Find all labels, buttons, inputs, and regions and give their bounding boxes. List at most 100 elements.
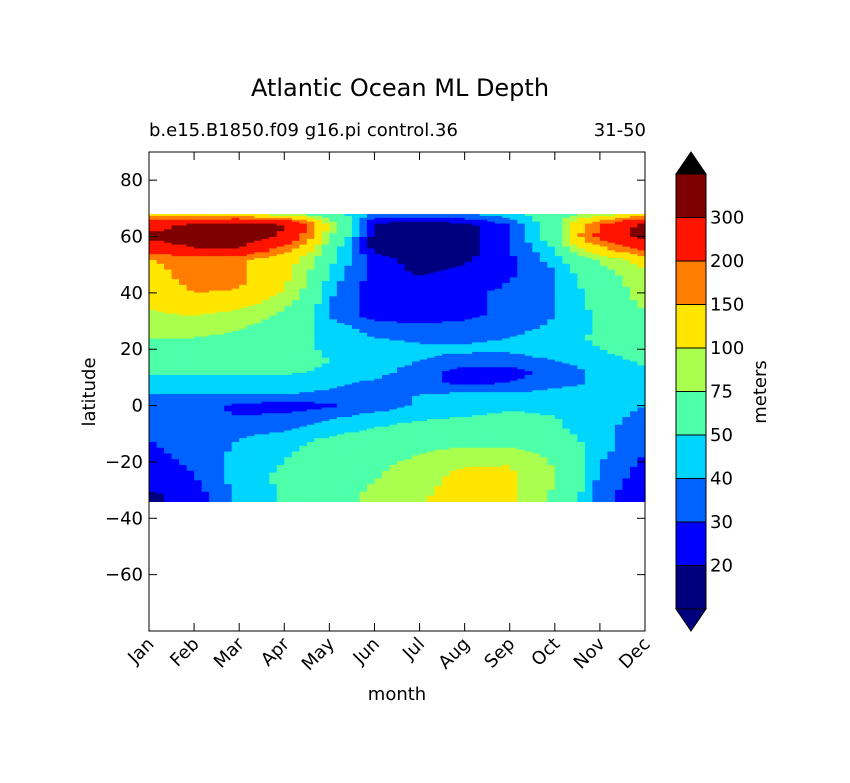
contour-cell xyxy=(472,242,481,246)
contour-cell xyxy=(194,252,203,255)
contour-cell xyxy=(397,217,406,221)
contour-cell xyxy=(314,229,323,232)
contour-cell xyxy=(314,217,323,221)
contour-cell xyxy=(179,213,188,217)
contour-cell xyxy=(314,242,323,246)
contour-cell xyxy=(592,227,601,230)
contour-cell xyxy=(389,250,398,253)
contour-cell xyxy=(442,221,451,225)
contour-cell xyxy=(306,217,315,221)
contour-cell xyxy=(156,242,165,246)
contour-cell xyxy=(584,244,593,248)
contour-cell xyxy=(194,242,203,246)
contour-cell xyxy=(306,231,315,234)
contour-cell xyxy=(186,217,195,221)
contour-cell xyxy=(216,227,225,230)
contour-cell xyxy=(599,233,609,236)
contour-cell xyxy=(487,250,496,253)
contour-cell xyxy=(622,248,631,251)
contour-cell xyxy=(554,236,563,240)
contour-cell xyxy=(201,242,210,246)
contour-cell xyxy=(404,242,413,246)
contour-cell xyxy=(194,235,203,238)
contour-cell xyxy=(171,242,180,246)
contour-cell xyxy=(231,223,240,227)
contour-cell xyxy=(509,219,518,223)
contour-cell xyxy=(569,225,578,228)
contour-cell xyxy=(614,213,624,217)
contour-cell xyxy=(291,229,300,232)
contour-cell xyxy=(509,229,518,232)
contour-cell xyxy=(479,231,488,234)
contour-cell xyxy=(224,238,233,242)
contour-cell xyxy=(171,221,180,225)
contour-cell xyxy=(637,240,646,244)
contour-cell xyxy=(366,235,376,238)
contour-cell xyxy=(569,235,578,238)
contour-cell xyxy=(149,244,158,248)
contour-cell xyxy=(547,235,556,238)
contour-cell xyxy=(592,236,601,240)
contour-cell xyxy=(314,240,323,244)
contour-cell xyxy=(329,223,338,227)
contour-cell xyxy=(171,231,180,234)
contour-cell xyxy=(419,250,428,253)
contour-cell xyxy=(539,217,548,221)
contour-cell xyxy=(164,225,173,228)
contour-cell xyxy=(329,240,338,244)
contour-cell xyxy=(209,242,218,246)
contour-cell xyxy=(291,225,300,228)
contour-cell xyxy=(224,246,233,250)
contour-cell xyxy=(427,236,436,240)
contour-cell xyxy=(554,233,563,236)
contour-cell xyxy=(359,215,368,219)
contour-cell xyxy=(487,248,496,251)
contour-cell xyxy=(569,213,578,217)
contour-cell xyxy=(622,235,631,238)
contour-cell xyxy=(472,229,481,232)
contour-cell xyxy=(524,240,533,244)
contour-cell xyxy=(344,223,353,227)
contour-cell xyxy=(592,250,601,253)
contour-cell xyxy=(434,240,443,244)
contour-cell xyxy=(186,227,195,230)
contour-cell xyxy=(607,219,616,223)
contour-cell xyxy=(629,242,639,246)
contour-cell xyxy=(449,246,458,250)
contour-cell xyxy=(276,250,285,253)
contour-cell xyxy=(381,238,391,242)
contour-cell xyxy=(584,248,593,251)
contour-cell xyxy=(562,231,571,234)
contour-cell xyxy=(254,248,263,251)
contour-cell xyxy=(592,223,601,227)
contour-cell xyxy=(186,215,195,219)
contour-cell xyxy=(261,248,270,251)
contour-cell xyxy=(291,219,300,223)
contour-cell xyxy=(171,240,180,244)
contour-cell xyxy=(389,248,398,251)
contour-cell xyxy=(554,217,563,221)
contour-cell xyxy=(442,238,451,242)
contour-cell xyxy=(629,235,639,238)
contour-cell xyxy=(306,213,315,217)
contour-cell xyxy=(276,235,285,238)
contour-cell xyxy=(487,223,496,227)
contour-cell xyxy=(321,227,330,230)
contour-cell xyxy=(306,246,315,250)
contour-cell xyxy=(427,246,436,250)
contour-cell xyxy=(547,229,556,232)
contour-cell xyxy=(404,229,413,232)
contour-cell xyxy=(614,223,624,227)
contour-cell xyxy=(629,250,639,253)
contour-cell xyxy=(246,227,255,230)
contour-cell xyxy=(487,246,496,250)
contour-cell xyxy=(164,227,173,230)
contour-cell xyxy=(224,229,233,232)
contour-cell xyxy=(622,227,631,230)
contour-cell xyxy=(577,227,586,230)
contour-cell xyxy=(397,227,406,230)
contour-cell xyxy=(201,246,210,250)
contour-cell xyxy=(239,213,248,217)
contour-cell xyxy=(239,246,248,250)
contour-cell xyxy=(427,219,436,223)
